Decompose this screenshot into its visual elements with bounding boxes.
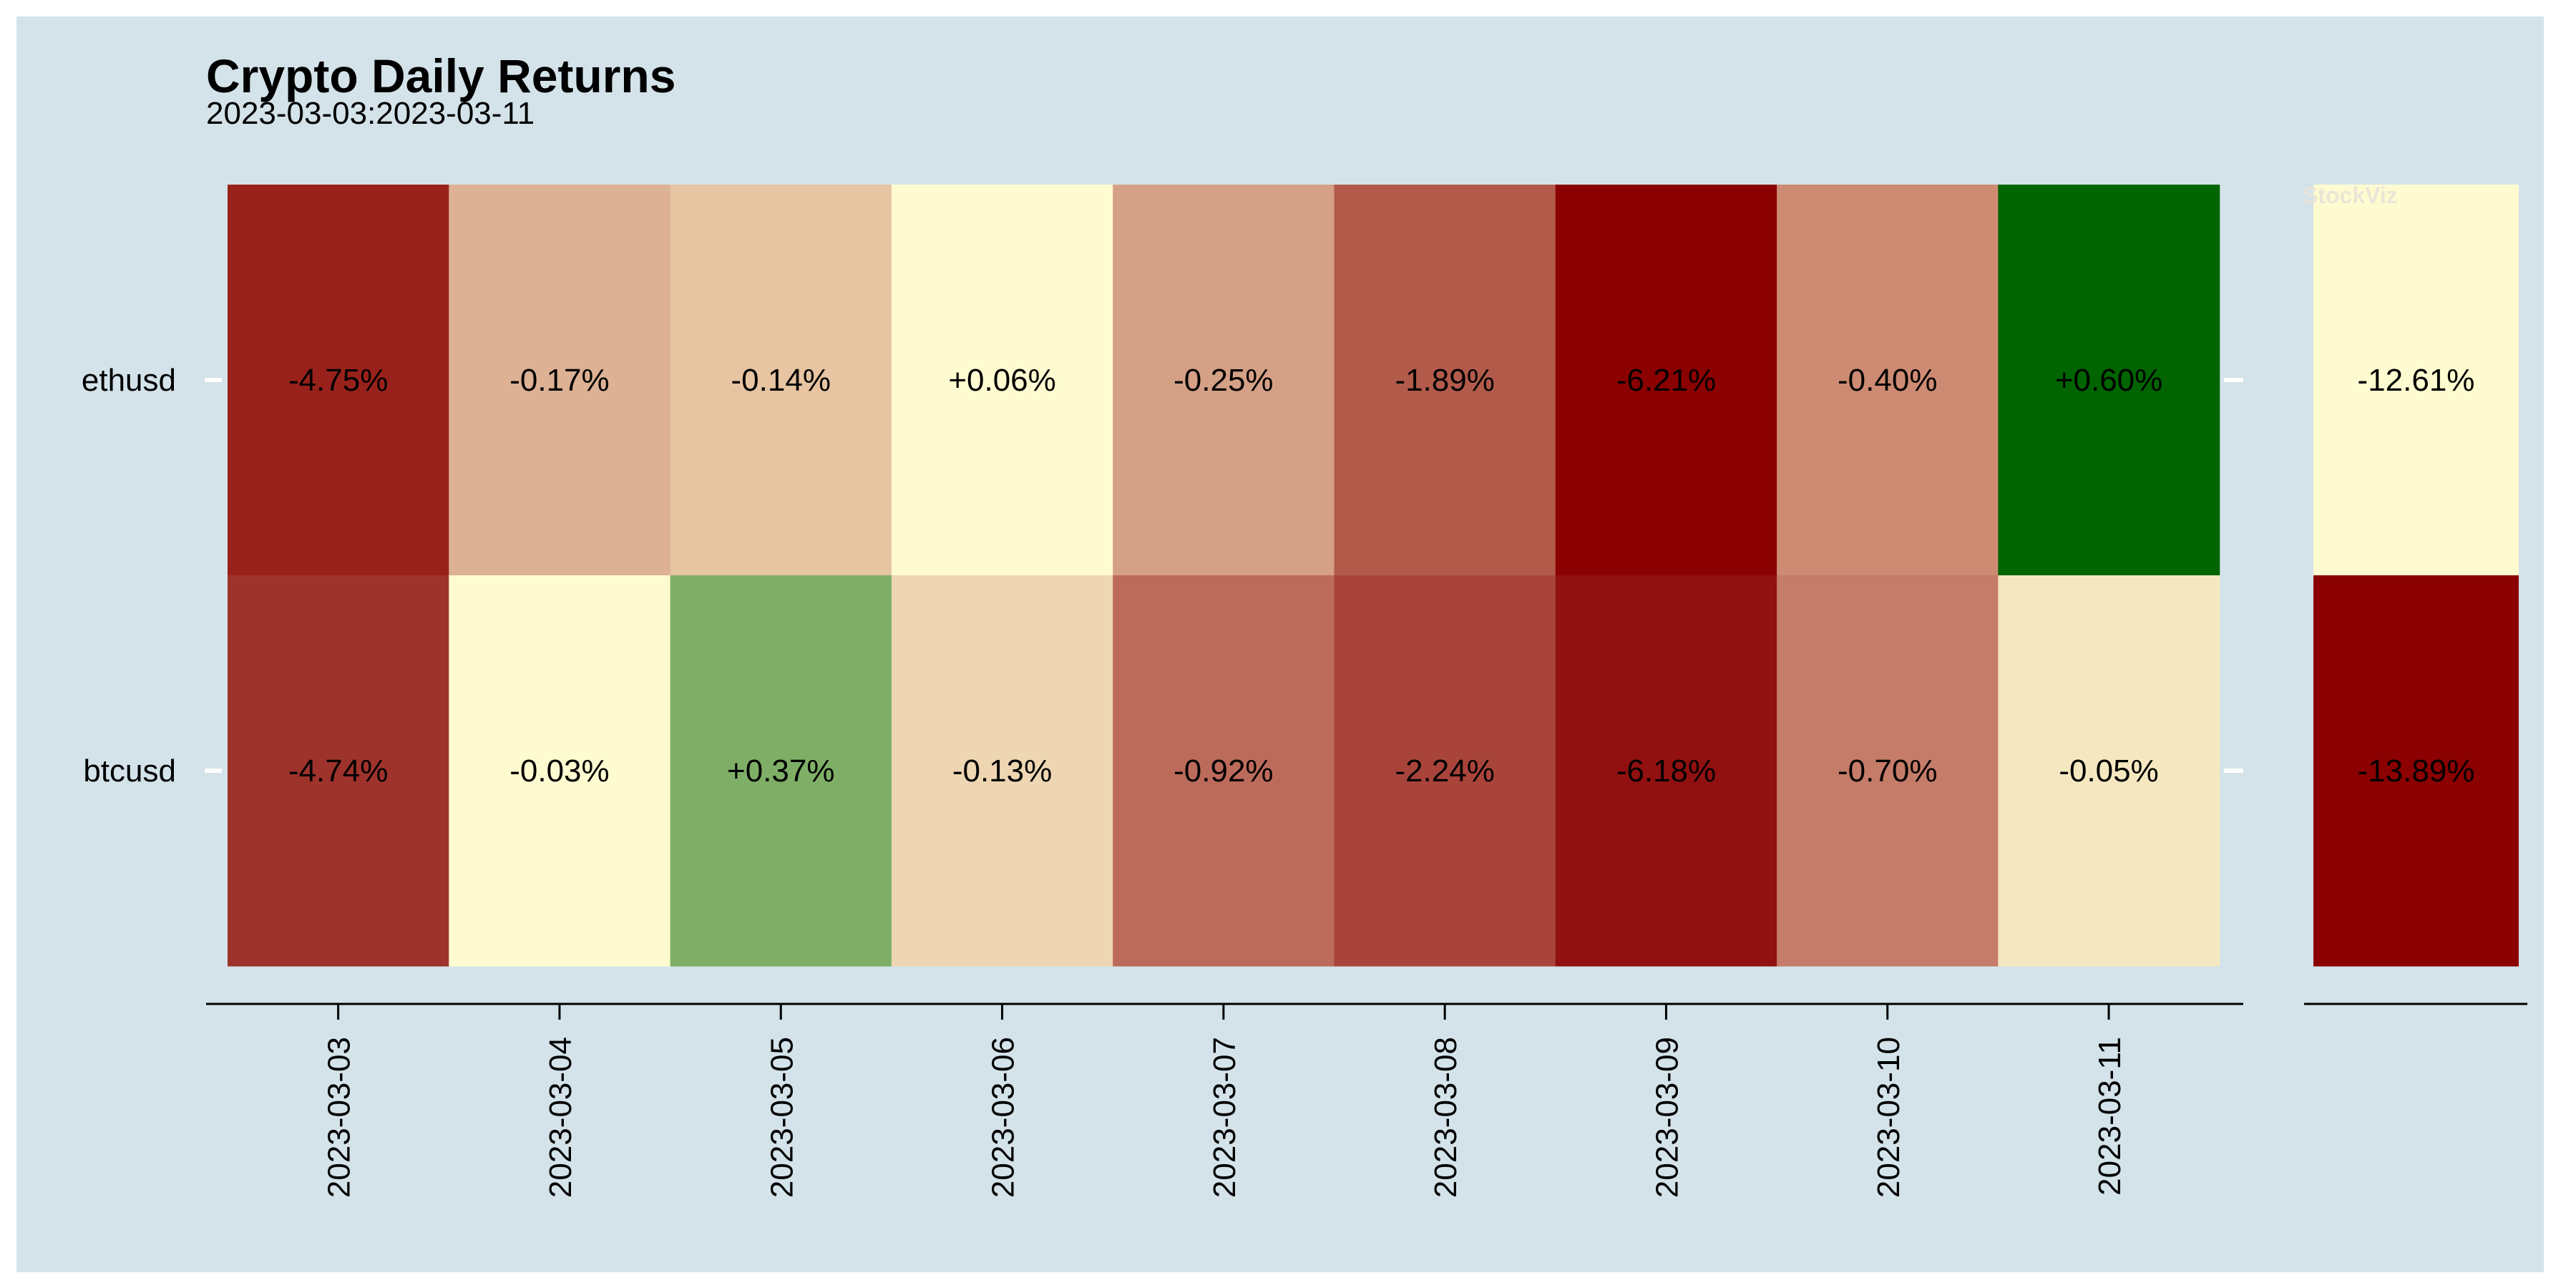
heatmap-cell — [670, 185, 892, 576]
x-tick-label: 2023-03-11 — [2092, 1037, 2127, 1196]
heatmap-cell — [1555, 575, 1777, 967]
heatmap-cell — [1334, 185, 1556, 576]
heatmap-cell — [1998, 575, 2220, 967]
heatmap-cell — [891, 575, 1113, 967]
x-tick-label: 2023-03-04 — [543, 1037, 578, 1198]
total-value-label: -12.61% — [2358, 363, 2475, 398]
cell-value-label: -0.40% — [1838, 363, 1937, 398]
x-tick-label: 2023-03-07 — [1207, 1037, 1242, 1198]
totals-cells — [2313, 185, 2519, 967]
heatmap-cell — [1777, 575, 1999, 967]
heatmap-cell — [1998, 185, 2220, 576]
cell-value-label: -0.03% — [509, 753, 609, 789]
x-tick-label: 2023-03-06 — [986, 1037, 1021, 1198]
row-label: ethusd — [82, 363, 176, 398]
x-tick-label: 2023-03-03 — [322, 1037, 357, 1198]
heatmap-cell — [1113, 185, 1335, 576]
total-cell — [2313, 575, 2519, 967]
cell-value-label: +0.37% — [727, 753, 834, 789]
cell-value-label: -4.75% — [288, 363, 388, 398]
row-label: btcusd — [83, 753, 176, 789]
cell-value-label: -0.92% — [1174, 753, 1273, 789]
cell-value-label: -0.17% — [509, 363, 609, 398]
heatmap-cell — [449, 575, 671, 967]
cell-value-label: -6.18% — [1616, 753, 1716, 789]
heatmap-cell — [670, 575, 892, 967]
cell-value-label: -0.13% — [952, 753, 1052, 789]
heatmap-cell — [1113, 575, 1335, 967]
heatmap-cells — [228, 185, 2220, 967]
heatmap-cell — [449, 185, 671, 576]
cell-value-label: -2.24% — [1395, 753, 1494, 789]
total-cell — [2313, 185, 2519, 576]
x-tick-label: 2023-03-08 — [1428, 1037, 1463, 1198]
x-tick-label: 2023-03-10 — [1871, 1037, 1906, 1198]
heatmap-cell — [228, 575, 449, 967]
x-tick-label: 2023-03-05 — [764, 1037, 799, 1198]
heatmap-cell — [891, 185, 1113, 576]
chart-subtitle: 2023-03-03:2023-03-11 — [206, 96, 535, 131]
total-value-label: -13.89% — [2358, 753, 2475, 789]
cell-value-label: +0.60% — [2055, 363, 2162, 398]
chart-title: Crypto Daily Returns — [206, 49, 676, 102]
x-tick-label: 2023-03-09 — [1649, 1037, 1684, 1198]
cell-value-label: -0.70% — [1838, 753, 1937, 789]
cell-value-label: +0.06% — [948, 363, 1055, 398]
cell-value-label: -4.74% — [288, 753, 388, 789]
cell-value-label: -0.05% — [2059, 753, 2158, 789]
cell-value-label: -0.25% — [1174, 363, 1273, 398]
heatmap-cell — [1334, 575, 1556, 967]
heatmap-cell — [1777, 185, 1999, 576]
heatmap-cell — [1555, 185, 1777, 576]
watermark-text: StockViz — [2303, 182, 2398, 208]
heatmap-cell — [228, 185, 449, 576]
cell-value-label: -6.21% — [1616, 363, 1716, 398]
cell-value-label: -0.14% — [731, 363, 831, 398]
cell-value-label: -1.89% — [1395, 363, 1494, 398]
axes: ethusd btcusd 2023-03-03 2023-03-04 2023-03-… — [82, 363, 2527, 1198]
cell-labels: -4.75% -0.17% -0.14% +0.06% -0.25% -1.89% -6.2… — [288, 363, 2475, 789]
